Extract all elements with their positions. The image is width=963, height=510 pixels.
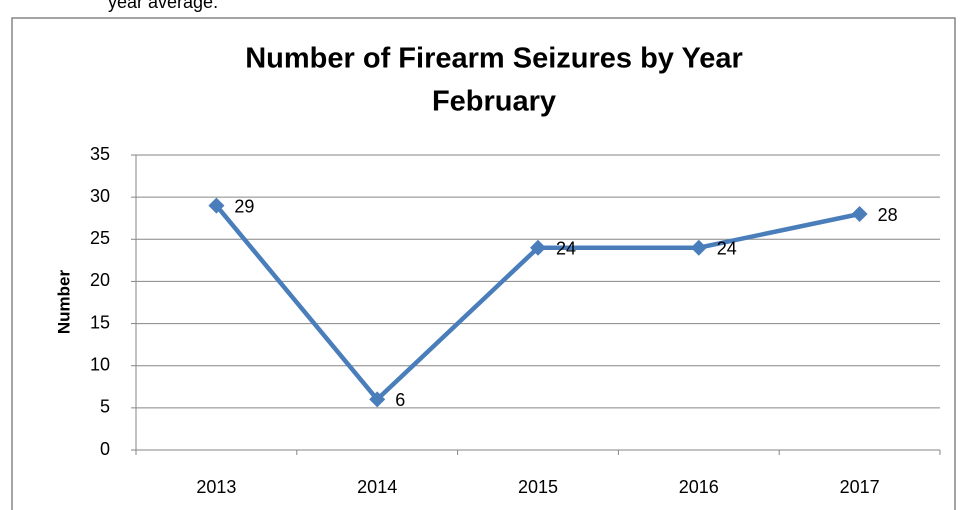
y-tick-label: 5 xyxy=(100,397,110,417)
y-tick-label: 15 xyxy=(90,312,110,332)
header-text: year average. xyxy=(108,0,218,12)
data-label: 24 xyxy=(556,238,576,258)
point-marker xyxy=(369,391,386,408)
data-label: 29 xyxy=(234,196,254,216)
x-tick-label: 2015 xyxy=(518,477,558,497)
x-tick-label: 2013 xyxy=(196,477,236,497)
y-axis-label: Number xyxy=(54,270,73,335)
y-tick-label: 25 xyxy=(90,228,110,248)
point-marker xyxy=(208,197,225,214)
data-label: 28 xyxy=(878,205,898,225)
x-tick-label: 2017 xyxy=(840,477,880,497)
point-marker xyxy=(851,206,868,222)
point-marker xyxy=(530,239,546,256)
chart-border xyxy=(11,17,956,510)
chart-title: Number of Firearm Seizures by Year xyxy=(245,43,743,75)
x-tick-label: 2014 xyxy=(357,477,397,497)
y-tick-label: 20 xyxy=(90,270,110,290)
y-tick-label: 0 xyxy=(100,439,110,459)
x-tick-label: 2016 xyxy=(679,477,719,497)
point-marker xyxy=(690,239,707,256)
y-tick-label: 30 xyxy=(90,186,110,206)
data-label: 6 xyxy=(395,390,405,410)
data-label: 24 xyxy=(717,238,737,258)
chart-subtitle: February xyxy=(432,86,556,118)
y-tick-label: 10 xyxy=(90,354,110,374)
y-tick-label: 35 xyxy=(90,144,110,164)
